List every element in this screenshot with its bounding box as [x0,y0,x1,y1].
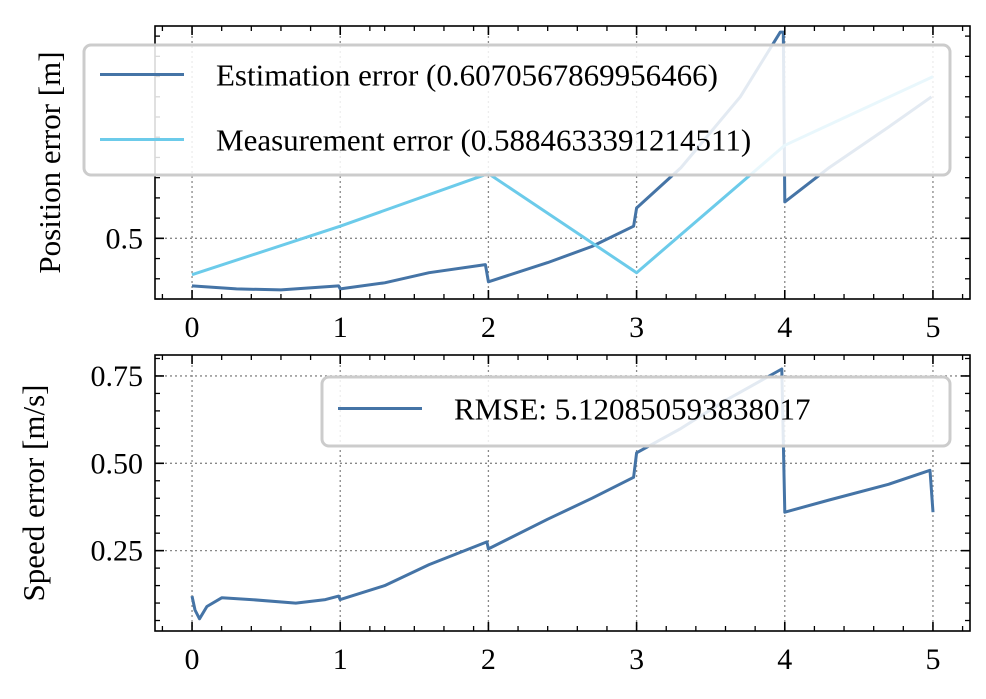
x-tick-label: 4 [777,643,792,676]
y-axis-label: Position error [m] [32,51,67,273]
x-tick-label: 1 [333,311,348,344]
axes-frame [154,354,971,632]
y-tick-label: 0.5 [106,222,144,255]
y-tick-label: 0.25 [91,535,144,568]
series-line-0 [190,367,935,621]
legend-label-1: Measurement error (0.5884633391214511) [216,123,751,158]
y-tick-label: 0.75 [91,360,144,393]
x-tick-label: 0 [185,311,200,344]
x-tick-label: 1 [333,643,348,676]
x-tick-label: 4 [777,311,792,344]
x-tick-label: 5 [925,311,940,344]
y-axis-label: Speed error [m/s] [16,385,51,602]
x-tick-label: 0 [185,643,200,676]
legend-box [82,43,952,177]
speed-error-panel: 0 1 2 3 4 5 0.25 0.50 0.75 Speed error [m/s] RMSE:… [16,354,971,676]
position-error-panel: 0 1 2 3 4 5 0.5 Position error [m] Estimation er… [32,25,971,344]
legend-box [320,375,952,448]
x-tick-label: 2 [481,311,496,344]
x-tick-label: 2 [481,643,496,676]
y-tick-label: 0.50 [91,447,144,480]
legend-label-0: RMSE: 5.120850593838017 [454,392,811,427]
x-tick-label: 3 [629,643,644,676]
x-tick-label: 5 [925,643,940,676]
legend-label-0: Estimation error (0.6070567869956466) [216,58,718,93]
x-tick-label: 3 [629,311,644,344]
